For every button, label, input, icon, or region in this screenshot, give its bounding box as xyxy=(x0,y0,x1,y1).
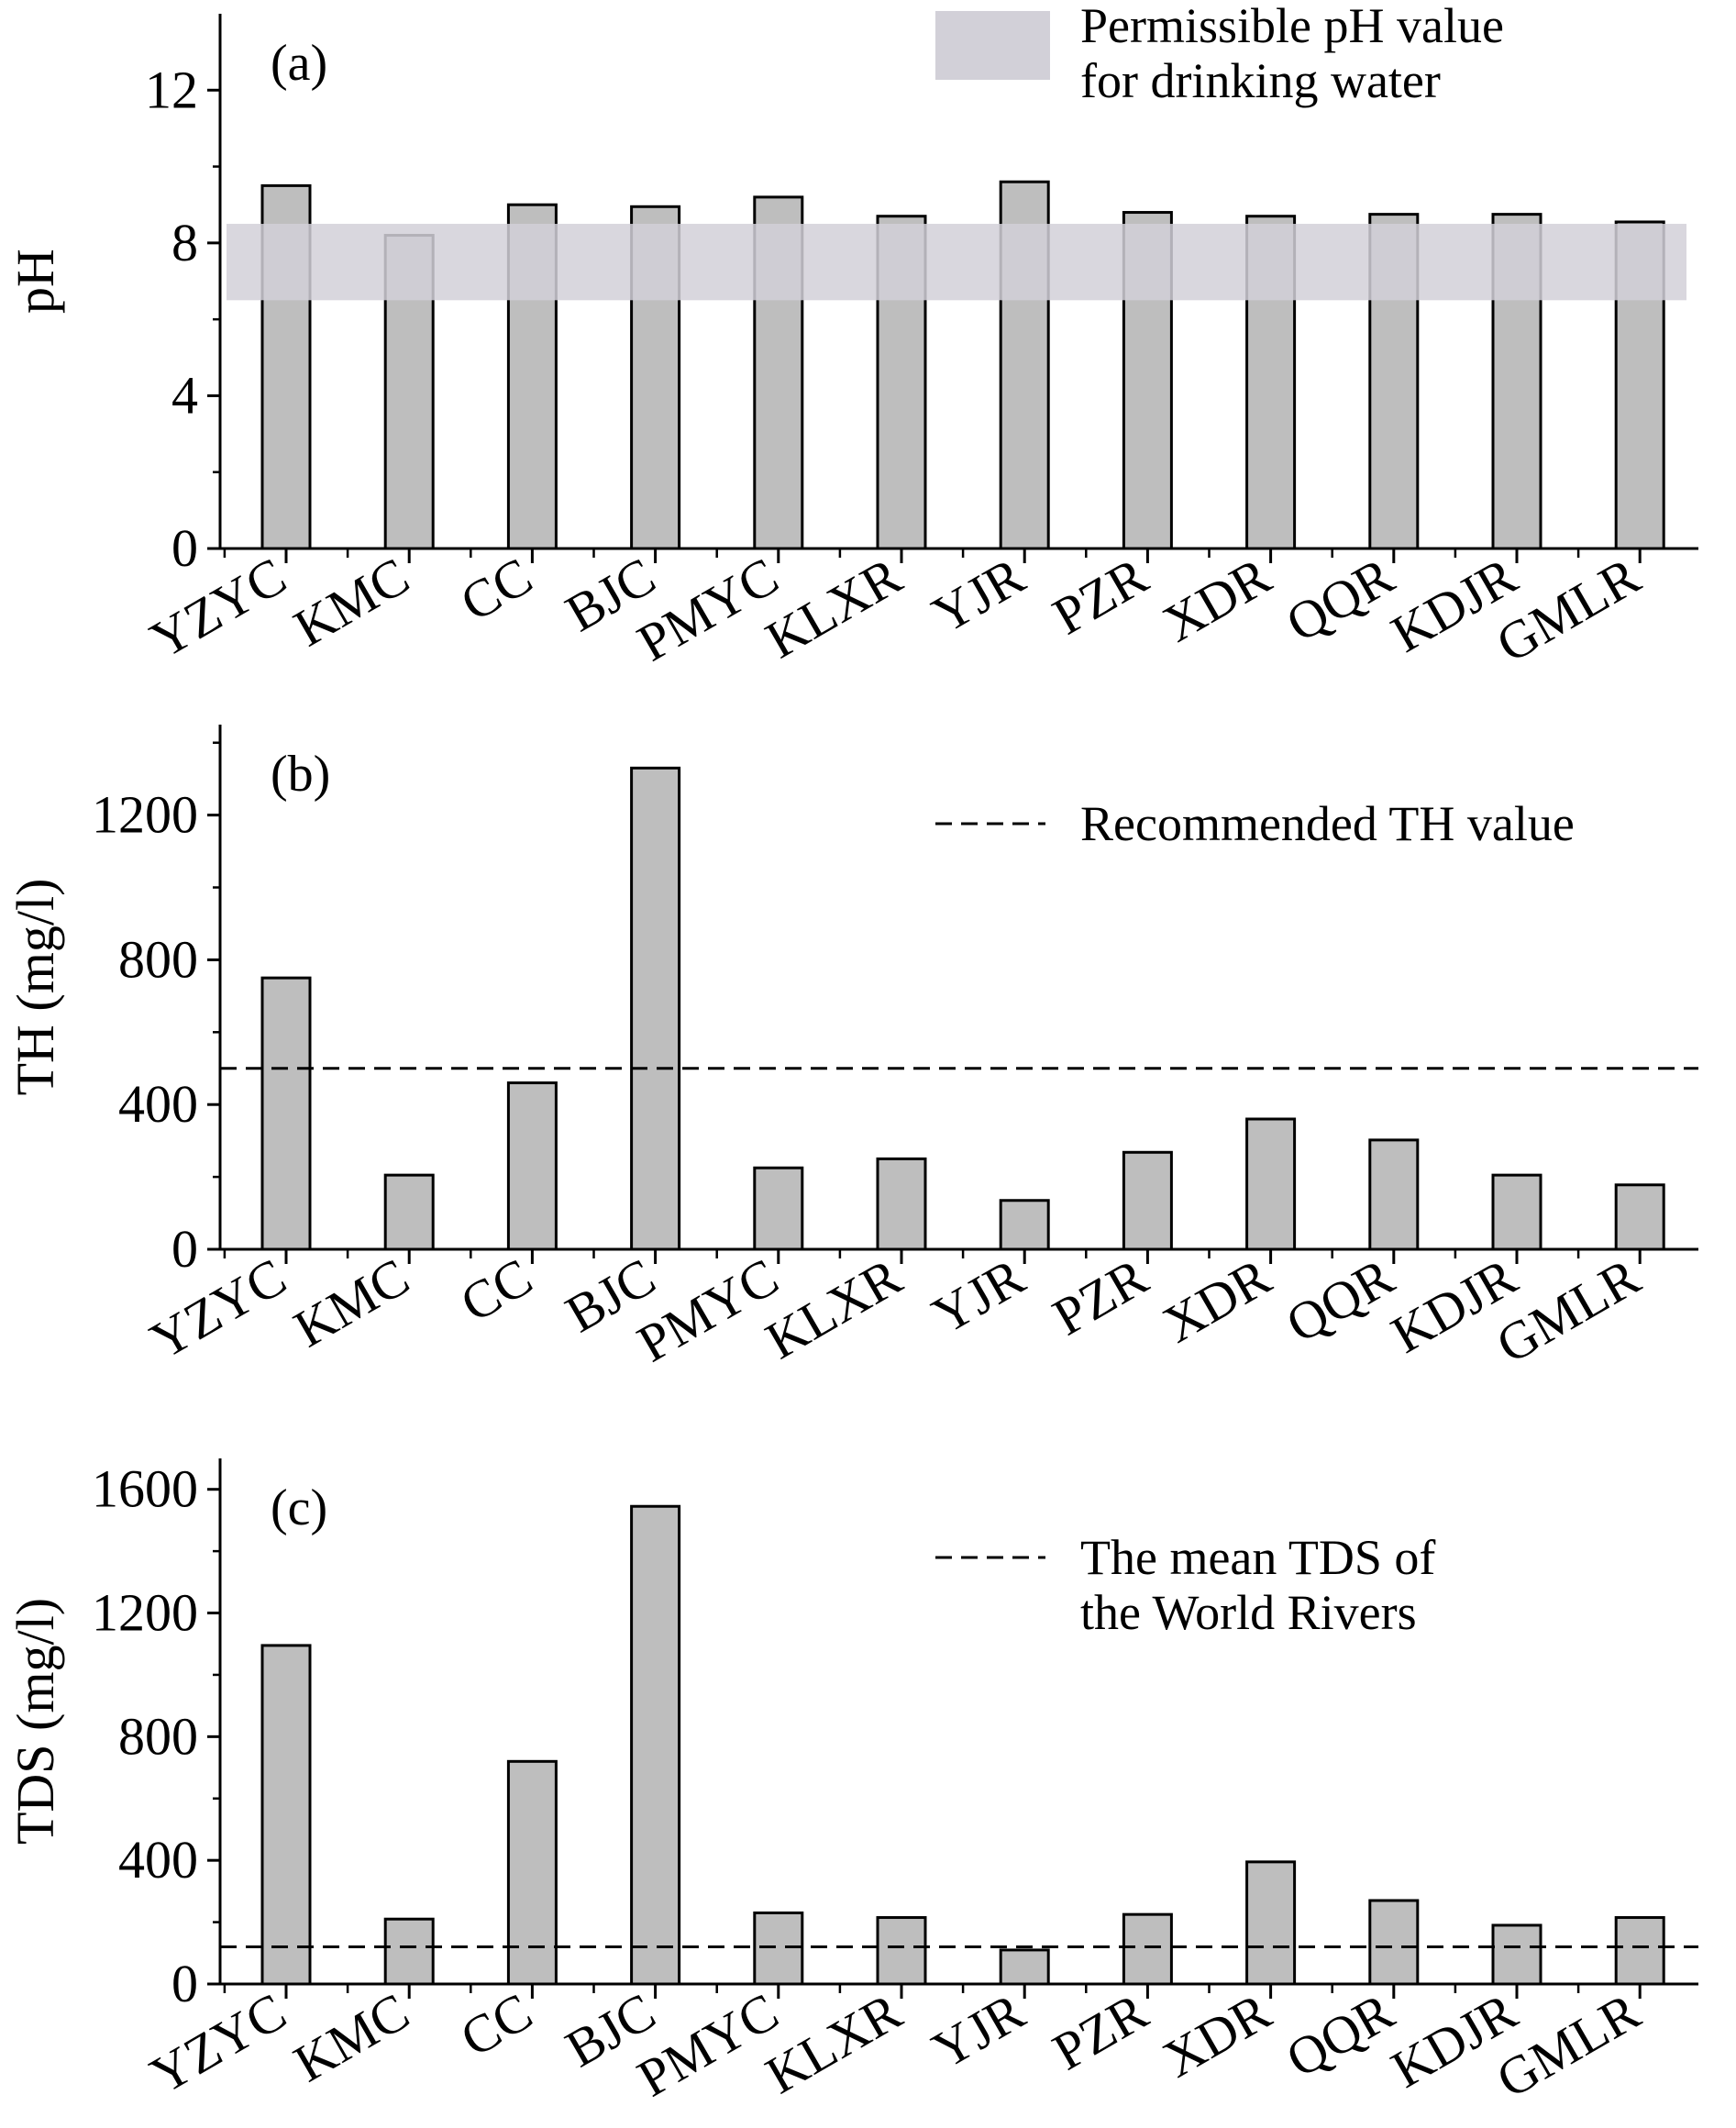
bar-pzr xyxy=(1122,1150,1173,1251)
y-tick-label: 800 xyxy=(118,929,198,989)
category-label-qqr: QQR xyxy=(1277,1981,1404,2089)
y-tick-label: 400 xyxy=(118,1830,198,1890)
category-label-qqr: QQR xyxy=(1277,1247,1404,1355)
y-tick-label: 1200 xyxy=(92,1583,198,1643)
bar-pmyc xyxy=(753,1911,804,1986)
legend-text: for drinking water xyxy=(1080,53,1441,108)
bar-yzyc xyxy=(260,1644,312,1986)
bar-bjc xyxy=(630,1504,681,1986)
bar-klxr xyxy=(876,1157,927,1251)
category-label-cc: CC xyxy=(450,1981,542,2068)
y-tick-label: 1600 xyxy=(92,1459,198,1519)
category-label-klxr: KLXR xyxy=(756,546,912,670)
y-tick-label: 0 xyxy=(171,518,198,578)
category-label-cc: CC xyxy=(450,1247,542,1334)
category-label-pzr: PZR xyxy=(1043,1247,1157,1347)
category-label-klxr: KLXR xyxy=(756,1981,912,2105)
category-label-xdr: XDR xyxy=(1154,1981,1281,2089)
category-label-kmc: KMC xyxy=(284,1247,419,1358)
bar-kdjr xyxy=(1491,1923,1542,1986)
bar-qqr xyxy=(1368,1899,1420,1986)
category-label-yzyc: YZYC xyxy=(140,1247,295,1370)
category-label-pzr: PZR xyxy=(1043,1981,1157,2082)
category-label-yzyc: YZYC xyxy=(140,546,295,670)
y-axis-title: TH (mg/l) xyxy=(6,879,65,1096)
panel-label: (b) xyxy=(271,746,330,803)
y-tick-label: 1200 xyxy=(92,785,198,845)
category-label-pmyc: PMYC xyxy=(627,1247,788,1373)
bar-bjc xyxy=(630,766,681,1251)
bar-qqr xyxy=(1368,1138,1420,1251)
panel-label: (c) xyxy=(271,1480,327,1536)
category-label-pmyc: PMYC xyxy=(627,1981,788,2108)
bar-gmlr xyxy=(1614,1916,1665,1986)
bar-yjr xyxy=(999,1199,1050,1251)
legend-text: Permissible pH value xyxy=(1080,0,1504,53)
y-axis-title: pH xyxy=(6,249,65,314)
permissible-ph-band xyxy=(227,224,1686,301)
category-label-yjr: YJR xyxy=(923,546,1034,645)
category-label-gmlr: GMLR xyxy=(1487,1981,1650,2110)
bar-yzyc xyxy=(260,976,312,1251)
y-tick-label: 0 xyxy=(171,1219,198,1279)
category-label-xdr: XDR xyxy=(1154,1247,1281,1355)
y-tick-label: 800 xyxy=(118,1706,198,1766)
category-label-klxr: KLXR xyxy=(756,1247,912,1370)
bar-kmc xyxy=(383,1173,435,1251)
category-label-yjr: YJR xyxy=(923,1247,1034,1346)
bar-kdjr xyxy=(1491,1173,1542,1251)
bar-xdr xyxy=(1245,1860,1297,1986)
y-axis-title: TDS (mg/l) xyxy=(6,1598,65,1845)
bar-kmc xyxy=(383,1917,435,1986)
legend-text: The mean TDS of xyxy=(1080,1530,1435,1585)
bar-pmyc xyxy=(753,1166,804,1251)
legend-text: Recommended TH value xyxy=(1080,796,1575,851)
y-tick-label: 400 xyxy=(118,1074,198,1134)
y-tick-label: 8 xyxy=(171,213,198,272)
category-label-xdr: XDR xyxy=(1154,546,1281,654)
bar-xdr xyxy=(1245,1117,1297,1251)
category-label-gmlr: GMLR xyxy=(1487,546,1650,674)
legend-band-swatch xyxy=(935,11,1050,80)
bar-cc xyxy=(506,1759,558,1986)
legend-text: the World Rivers xyxy=(1080,1585,1417,1640)
bar-cc xyxy=(506,1081,558,1251)
category-label-yzyc: YZYC xyxy=(140,1981,295,2105)
category-label-yjr: YJR xyxy=(923,1981,1034,2080)
bar-klxr xyxy=(876,1916,927,1986)
category-label-pmyc: PMYC xyxy=(627,546,788,672)
bar-yjr xyxy=(999,1948,1050,1986)
category-label-pzr: PZR xyxy=(1043,546,1157,647)
category-label-kmc: KMC xyxy=(284,546,419,658)
category-label-kmc: KMC xyxy=(284,1981,419,2093)
category-label-qqr: QQR xyxy=(1277,546,1404,654)
y-tick-label: 12 xyxy=(145,60,198,119)
bar-gmlr xyxy=(1614,1183,1665,1251)
bar-pzr xyxy=(1122,1912,1173,1986)
panel-label: (a) xyxy=(271,35,327,92)
y-tick-label: 0 xyxy=(171,1954,198,2013)
category-label-gmlr: GMLR xyxy=(1487,1247,1650,1375)
y-tick-label: 4 xyxy=(171,365,198,425)
category-label-cc: CC xyxy=(450,546,542,633)
